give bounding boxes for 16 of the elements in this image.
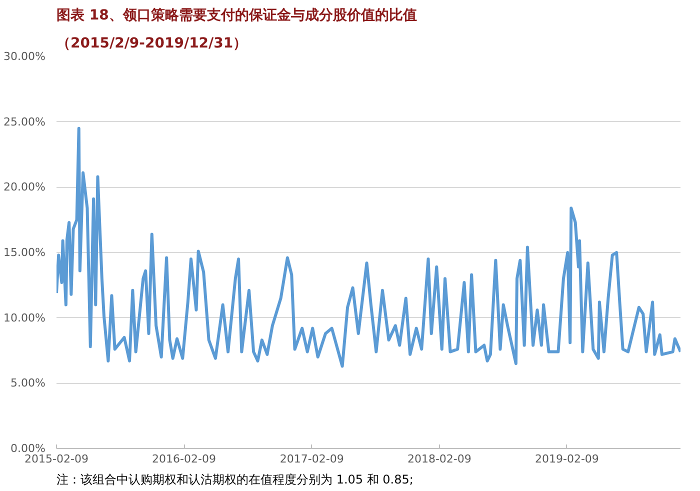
y-tick-label: 15.00% bbox=[4, 246, 46, 259]
y-tick-label: 20.00% bbox=[4, 180, 46, 194]
text: 注：该组合中认购期权和认沽期权的在值程度分别为 1.05 和 0.85; bbox=[56, 472, 414, 486]
chart-title: 图表 18、领口策略需要支付的保证金与成分股价值的比值 bbox=[56, 8, 417, 24]
chart-subtitle: （2015/2/9-2019/12/31） bbox=[56, 36, 248, 52]
x-tick-label: 2016-02-09 bbox=[152, 452, 216, 466]
y-tick-label: 5.00% bbox=[10, 376, 46, 390]
x-tick-label: 2019-02-09 bbox=[534, 452, 599, 466]
y-tick-label: 30.00% bbox=[4, 50, 46, 63]
x-tick-label: 2017-02-09 bbox=[280, 452, 344, 466]
x-tick-label: 2018-02-09 bbox=[407, 452, 472, 466]
x-tick-label: 2015-02-09 bbox=[24, 452, 88, 466]
y-tick-label: 25.00% bbox=[4, 115, 46, 128]
y-tick-label: 10.00% bbox=[4, 311, 46, 324]
y-tick-label: 0.00% bbox=[10, 442, 46, 455]
line-series bbox=[56, 126, 680, 368]
